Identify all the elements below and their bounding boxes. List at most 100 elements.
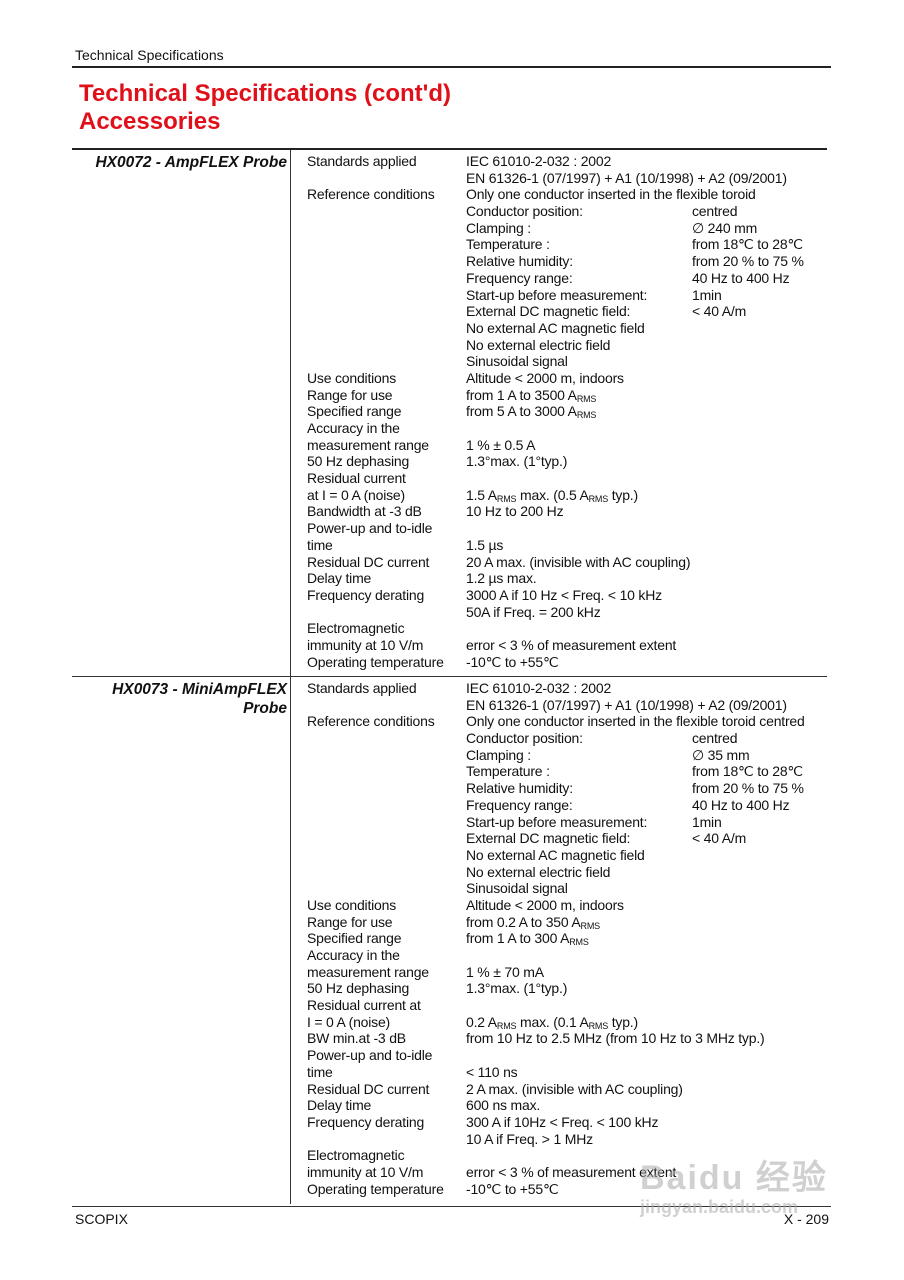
spec-value: 20 A max. (invisible with AC coupling) (466, 553, 691, 570)
spec-value: 600 ns max. (466, 1097, 541, 1114)
page-title-line-2: Accessories (79, 108, 221, 135)
watermark-logo-text: Baidu 经验 (640, 1159, 828, 1197)
spec-label: 50 Hz dephasing (307, 980, 410, 997)
page-title: Technical Specifications (cont'd) Access… (79, 80, 451, 136)
spec-value: Start-up before measurement: (466, 813, 648, 830)
unit-subscript: RMS (496, 1020, 517, 1031)
spec-value: Altitude < 2000 m, indoors (466, 369, 624, 386)
spec-label: BW min.at -3 dB (307, 1030, 406, 1047)
spec-condition-value: from 20 % to 75 % (692, 253, 804, 270)
spec-value: 1 % ± 70 mA (466, 963, 544, 980)
spec-label: Power-up and to-idle (307, 1047, 433, 1064)
page-title-line-1: Technical Specifications (cont'd) (79, 80, 451, 107)
spec-value: No external AC magnetic field (466, 846, 645, 863)
spec-value: Frequency range: (466, 796, 573, 813)
spec-value: Start-up before measurement: (466, 286, 648, 303)
spec-value: Only one conductor inserted in the flexi… (466, 713, 805, 730)
spec-value: Sinusoidal signal (466, 353, 568, 370)
section-product-name: HX0072 - AmpFLEX Probe (72, 153, 287, 172)
unit-subscript: RMS (576, 410, 597, 421)
spec-value: from 1 A to 300 ARMS (466, 930, 589, 951)
value-text: max. (0.5 A (516, 486, 589, 503)
spec-value: 50A if Freq. = 200 kHz (466, 603, 601, 620)
spec-label: Range for use (307, 386, 393, 403)
spec-condition-value: 40 Hz to 400 Hz (692, 796, 790, 813)
spec-value: External DC magnetic field: (466, 830, 631, 847)
product-name-line: HX0073 - MiniAmpFLEX (112, 681, 287, 698)
spec-label: Residual DC current (307, 553, 430, 570)
spec-value: 1.2 µs max. (466, 570, 537, 587)
spec-value: EN 61326-1 (07/1997) + A1 (10/1998) + A2… (466, 696, 787, 713)
spec-value: Frequency range: (466, 269, 573, 286)
spec-value: Conductor position: (466, 730, 583, 747)
spec-value: No external electric field (466, 863, 611, 880)
spec-value: External DC magnetic field: (466, 303, 631, 320)
spec-label: Accuracy in the (307, 947, 400, 963)
unit-subscript: RMS (588, 493, 609, 504)
spec-value: Relative humidity: (466, 780, 573, 797)
spec-value: Sinusoidal signal (466, 880, 568, 897)
spec-label: Use conditions (307, 896, 397, 913)
spec-value: No external electric field (466, 336, 611, 353)
spec-value: Temperature : (466, 236, 550, 253)
spec-value: IEC 61010-2-032 : 2002 (466, 153, 612, 169)
value-text: from 1 A to 3500 A (466, 386, 577, 403)
spec-label: Residual DC current (307, 1080, 430, 1097)
spec-label: Bandwidth at -3 dB (307, 503, 422, 520)
spec-value: error < 3 % of measurement extent (466, 1163, 677, 1180)
spec-label: Frequency derating (307, 1113, 425, 1130)
spec-condition-value: < 40 A/m (692, 303, 747, 320)
spec-label: time (307, 536, 333, 553)
spec-value: -10℃ to +55℃ (466, 1180, 559, 1197)
spec-value: 2 A max. (invisible with AC coupling) (466, 1080, 683, 1097)
column-divider (290, 150, 291, 677)
spec-value: 300 A if 10Hz < Freq. < 100 kHz (466, 1113, 659, 1130)
unit-subscript: RMS (588, 1020, 609, 1031)
spec-section-hx0073: HX0073 - MiniAmpFLEX Probe Standards appl… (72, 676, 827, 1204)
spec-condition-value: from 20 % to 75 % (692, 780, 804, 797)
spec-value: 1.5 µs (466, 536, 504, 553)
spec-label: Operating temperature (307, 653, 444, 670)
spec-condition-value: from 18℃ to 28℃ (692, 236, 803, 253)
spec-value: 1.3°max. (1°typ.) (466, 980, 568, 997)
spec-label: Frequency derating (307, 586, 425, 603)
spec-value: No external AC magnetic field (466, 319, 645, 336)
value-text: typ.) (608, 1013, 638, 1030)
spec-value: IEC 61010-2-032 : 2002 (466, 680, 612, 696)
spec-value: 1 % ± 0.5 A (466, 436, 536, 453)
spec-label: Residual current (307, 470, 406, 487)
spec-value: 0.2 ARMS max. (0.1 ARMS typ.) (466, 1014, 638, 1035)
spec-value: Altitude < 2000 m, indoors (466, 896, 624, 913)
spec-value: 10 Hz to 200 Hz (466, 503, 564, 520)
spec-condition-value: 40 Hz to 400 Hz (692, 269, 790, 286)
spec-value: Clamping : (466, 746, 531, 763)
running-header: Technical Specifications (75, 47, 224, 63)
spec-label: Delay time (307, 1097, 372, 1114)
spec-label: 50 Hz dephasing (307, 453, 410, 470)
unit-subscript: RMS (580, 920, 601, 931)
unit-subscript: RMS (576, 393, 597, 404)
spec-condition-value: 1min (692, 813, 722, 830)
spec-value: Relative humidity: (466, 253, 573, 270)
spec-condition-value: ∅ 240 mm (692, 219, 758, 236)
spec-value: -10℃ to +55℃ (466, 653, 559, 670)
value-text: from 0.2 A to 350 A (466, 913, 581, 930)
spec-label: time (307, 1063, 333, 1080)
spec-value: from 0.2 A to 350 ARMS (466, 914, 600, 935)
spec-label: Reference conditions (307, 186, 435, 203)
spec-value: from 10 Hz to 2.5 MHz (from 10 Hz to 3 M… (466, 1030, 765, 1047)
spec-value: error < 3 % of measurement extent (466, 636, 677, 653)
spec-value: EN 61326-1 (07/1997) + A1 (10/1998) + A2… (466, 169, 787, 186)
spec-condition-value: ∅ 35 mm (692, 746, 750, 763)
baidu-watermark: Baidu 经验 jingyan.baidu.com (640, 1150, 828, 1218)
spec-label: Delay time (307, 570, 372, 587)
value-text: typ.) (608, 486, 638, 503)
spec-label: Electromagnetic (307, 620, 405, 637)
spec-value: 1.5 ARMS max. (0.5 ARMS typ.) (466, 487, 638, 508)
value-text: from 1 A to 300 A (466, 930, 570, 947)
spec-label: at I = 0 A (noise) (307, 486, 405, 503)
spec-condition-value: centred (692, 730, 738, 747)
unit-subscript: RMS (496, 493, 517, 504)
spec-label: Standards applied (307, 680, 417, 696)
section-product-name: HX0073 - MiniAmpFLEX Probe (72, 680, 287, 718)
